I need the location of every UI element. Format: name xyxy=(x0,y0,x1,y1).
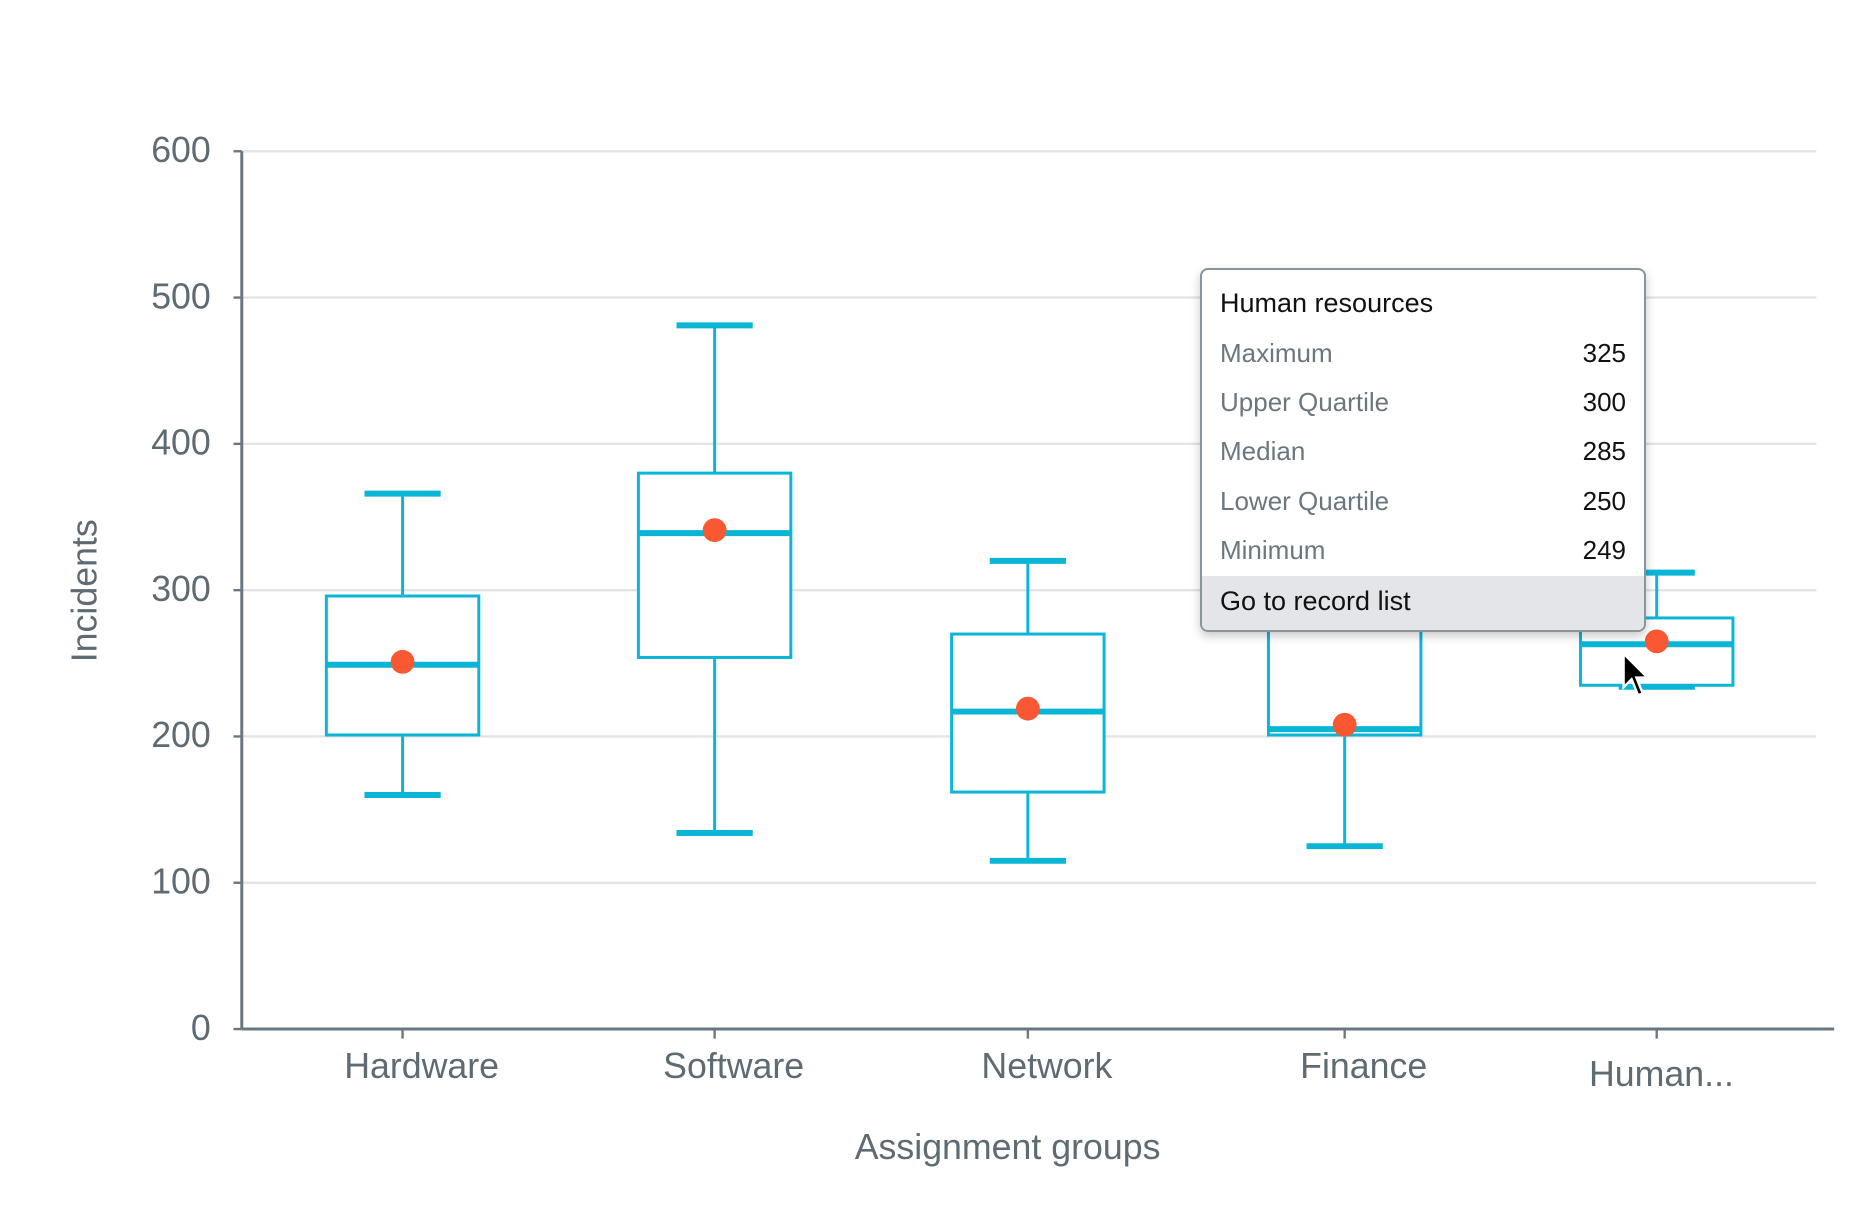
y-tick-label: 100 xyxy=(151,861,211,901)
tooltip-row-lower-quartile: Lower Quartile 250 xyxy=(1220,486,1626,526)
tooltip-value: 285 xyxy=(1582,436,1626,466)
x-tick-label: Software xyxy=(663,1046,804,1086)
mean-marker xyxy=(390,649,415,674)
box-software xyxy=(636,322,793,836)
tooltip-value: 300 xyxy=(1582,387,1626,417)
mean-marker xyxy=(1644,629,1669,654)
y-tick-label: 600 xyxy=(151,130,211,170)
y-axis-title: Incidents xyxy=(64,519,104,662)
tooltip-label: Maximum xyxy=(1220,338,1333,368)
interquartile-box xyxy=(636,471,793,659)
go-to-record-list-link[interactable]: Go to record list xyxy=(1202,576,1644,630)
tooltip-label: Upper Quartile xyxy=(1220,387,1390,417)
mouse-pointer-icon xyxy=(1622,652,1651,697)
tooltip-row-upper-quartile: Upper Quartile 300 xyxy=(1220,387,1626,427)
x-tick-label: Human... xyxy=(1589,1054,1734,1094)
y-tick-label: 0 xyxy=(191,1008,211,1048)
mean-marker xyxy=(1015,696,1040,721)
tooltip-label: Median xyxy=(1220,436,1306,466)
tooltip-label: Minimum xyxy=(1220,535,1326,565)
tooltip-value: 249 xyxy=(1582,535,1626,565)
box-hardware xyxy=(324,490,481,798)
tooltip: Human resources Maximum 325 Upper Quartil… xyxy=(1200,268,1646,632)
tooltip-row-median: Median 285 xyxy=(1220,436,1626,476)
x-tick-label: Hardware xyxy=(344,1046,499,1086)
y-tick-label: 300 xyxy=(151,569,211,609)
tooltip-row-minimum: Minimum 249 xyxy=(1220,535,1626,575)
y-axis-ticks: 0 100 200 300 400 500 600 xyxy=(151,130,242,1048)
x-tick-label: Network xyxy=(981,1046,1112,1086)
tooltip-label: Lower Quartile xyxy=(1220,486,1390,516)
x-axis-title: Assignment groups xyxy=(855,1127,1161,1167)
y-tick-label: 200 xyxy=(151,715,211,755)
y-tick-label: 500 xyxy=(151,276,211,316)
x-tick-label: Finance xyxy=(1300,1046,1427,1086)
mean-marker xyxy=(1332,712,1357,737)
mean-marker xyxy=(702,518,727,543)
tooltip-title: Human resources xyxy=(1220,288,1434,318)
tooltip-value: 250 xyxy=(1582,486,1626,516)
x-axis-ticks: Hardware Software Network Finance Human... xyxy=(344,1029,1734,1094)
y-tick-label: 400 xyxy=(151,423,211,463)
go-to-record-list-label: Go to record list xyxy=(1220,586,1411,616)
tooltip-value: 325 xyxy=(1582,338,1626,368)
box-network xyxy=(950,557,1106,864)
tooltip-row-maximum: Maximum 325 xyxy=(1220,338,1626,378)
